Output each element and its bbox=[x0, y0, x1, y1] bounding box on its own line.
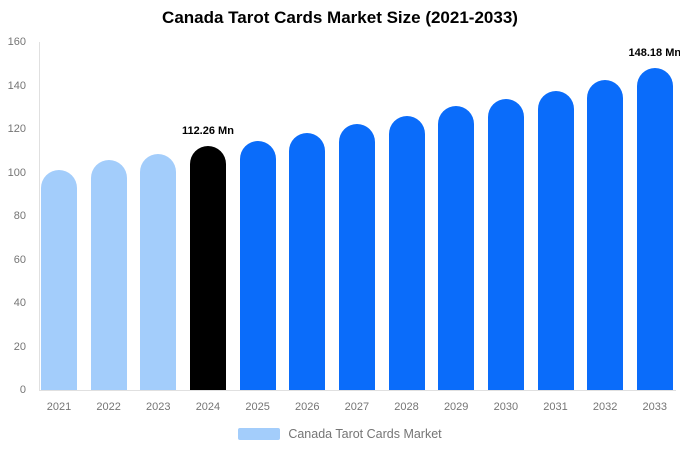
x-axis-label-2021: 2021 bbox=[46, 401, 72, 413]
y-axis-tick-label: 80 bbox=[13, 210, 26, 222]
bar-2026 bbox=[289, 133, 326, 390]
legend-label: Canada Tarot Cards Market bbox=[288, 427, 442, 441]
y-axis-tick-label: 60 bbox=[13, 253, 26, 266]
x-axis-label-2022: 2022 bbox=[96, 401, 121, 413]
y-axis-line bbox=[39, 42, 40, 391]
y-axis-tick-label: 0 bbox=[19, 384, 26, 396]
value-label-2033: 148.18 Mn bbox=[628, 46, 680, 59]
x-axis-label-2032: 2032 bbox=[592, 401, 618, 413]
bar-2028 bbox=[388, 115, 425, 390]
x-axis-label-2030: 2030 bbox=[493, 401, 519, 413]
bar-2025 bbox=[239, 141, 276, 390]
x-axis-label-2028: 2028 bbox=[394, 401, 419, 413]
y-axis-tick-label: 120 bbox=[7, 123, 26, 135]
bar-2033 bbox=[636, 67, 673, 390]
bar-2029 bbox=[438, 106, 475, 390]
x-axis-label-2026: 2026 bbox=[295, 401, 320, 413]
bar-2023 bbox=[140, 154, 177, 390]
y-axis-tick-label: 100 bbox=[7, 166, 26, 179]
x-axis-label-2029: 2029 bbox=[443, 401, 469, 413]
x-axis-label-2025: 2025 bbox=[245, 401, 270, 413]
chart-title: Canada Tarot Cards Market Size (2021-203… bbox=[162, 8, 518, 27]
x-axis-label-2027: 2027 bbox=[344, 401, 370, 413]
legend-swatch bbox=[238, 428, 281, 440]
y-axis-tick-label: 20 bbox=[13, 340, 26, 353]
y-axis-tick-label: 140 bbox=[7, 79, 26, 92]
bar-2030 bbox=[487, 98, 524, 390]
bar-2031 bbox=[537, 90, 574, 390]
y-axis-tick-label: 40 bbox=[13, 297, 26, 309]
bar-2024 bbox=[189, 145, 226, 390]
x-axis-line bbox=[39, 390, 676, 391]
value-label-2024: 112.26 Mn bbox=[181, 124, 234, 137]
x-axis-label-2031: 2031 bbox=[543, 401, 568, 413]
x-axis-label-2033: 2033 bbox=[642, 401, 668, 413]
bar-2021 bbox=[41, 170, 77, 390]
x-axis-label-2023: 2023 bbox=[146, 401, 171, 413]
x-axis-label-2024: 2024 bbox=[195, 401, 221, 413]
bar-2027 bbox=[338, 123, 375, 390]
bar-2022 bbox=[90, 160, 127, 390]
bar-2032 bbox=[587, 80, 624, 390]
y-axis-tick-label: 160 bbox=[7, 36, 26, 48]
legend: Canada Tarot Cards Market bbox=[0, 427, 680, 441]
